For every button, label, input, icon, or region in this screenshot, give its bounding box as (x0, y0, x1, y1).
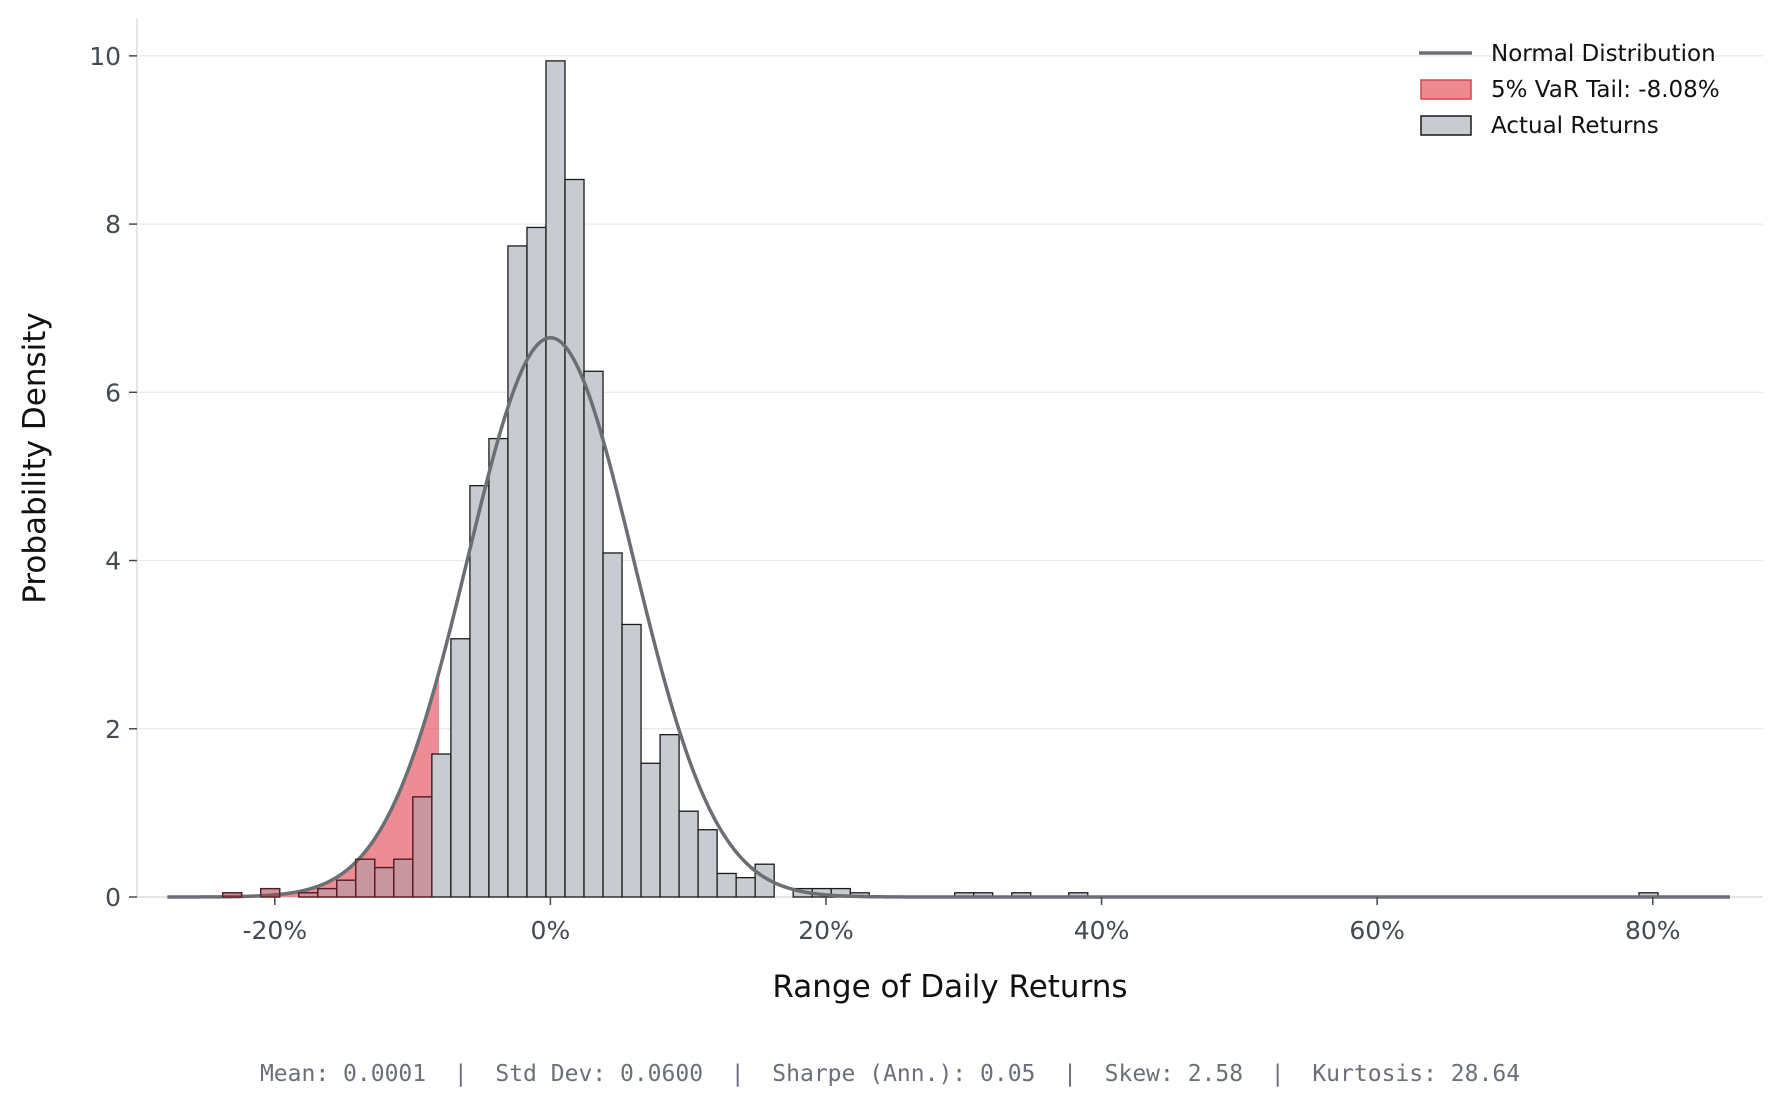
var-tail-bar (336, 879, 357, 898)
histogram-bar (488, 437, 509, 898)
histogram-bar (697, 829, 718, 898)
histogram-bar (583, 370, 604, 898)
x-tick-label: -20% (242, 916, 307, 945)
histogram-bar (640, 762, 661, 898)
stats-summary: Mean: 0.0001 | Std Dev: 0.0600 | Sharpe … (260, 1061, 1520, 1087)
tick-labels: 0 2 4 6 8 10 -20% 0% 20% 40% 60% 80% (89, 42, 1680, 945)
histogram-bar (545, 60, 566, 898)
var-tail-bar (355, 858, 376, 898)
y-tick-label: 4 (105, 547, 121, 576)
var-tail-bar (412, 796, 433, 898)
gridlines (137, 55, 1763, 730)
legend-var-label: 5% VaR Tail: -8.08% (1491, 77, 1720, 103)
legend-normal-label: Normal Distribution (1491, 41, 1716, 67)
legend-actual-swatch (1420, 115, 1472, 136)
legend: Normal Distribution 5% VaR Tail: -8.08% … (1419, 41, 1720, 139)
x-tick-label: 60% (1349, 916, 1405, 945)
histogram-bars (222, 60, 1659, 898)
histogram-bar (659, 734, 680, 898)
var-tail-bar (222, 892, 243, 898)
histogram-bar (431, 753, 452, 898)
y-tick-label: 0 (105, 883, 121, 912)
y-tick-label: 8 (105, 210, 121, 239)
histogram-bar (564, 178, 585, 898)
normal-curve (167, 335, 1730, 899)
histogram-bar (507, 245, 528, 898)
x-tick-label: 20% (798, 916, 854, 945)
var-tail-bar (374, 866, 395, 898)
x-axis-label: Range of Daily Returns (772, 969, 1127, 1005)
var-tail-bar (317, 887, 338, 898)
y-tick-label: 2 (105, 715, 121, 744)
var-tail-bar (393, 858, 414, 898)
y-tick-label: 10 (89, 42, 121, 71)
var-tail-bar-overlay (222, 796, 433, 898)
legend-var-swatch (1420, 79, 1472, 100)
histogram-bar (621, 623, 642, 898)
normal-curve-line (167, 335, 1730, 899)
y-axis-label: Probability Density (17, 312, 53, 604)
histogram-bar (735, 877, 756, 898)
histogram-bar (469, 485, 490, 898)
x-tick-label: 80% (1625, 916, 1681, 945)
histogram-bar (526, 226, 547, 898)
x-tick-label: 0% (531, 916, 571, 945)
histogram-bar (716, 872, 737, 898)
var-tail-bar (298, 892, 319, 898)
axes (136, 18, 1763, 898)
histogram-bar (678, 810, 699, 898)
y-tick-label: 6 (105, 378, 121, 407)
x-tick-label: 40% (1074, 916, 1130, 945)
var-tail-bar (260, 887, 281, 898)
histogram-bar (602, 552, 623, 898)
histogram-bar (450, 638, 471, 898)
legend-actual-label: Actual Returns (1491, 113, 1659, 139)
